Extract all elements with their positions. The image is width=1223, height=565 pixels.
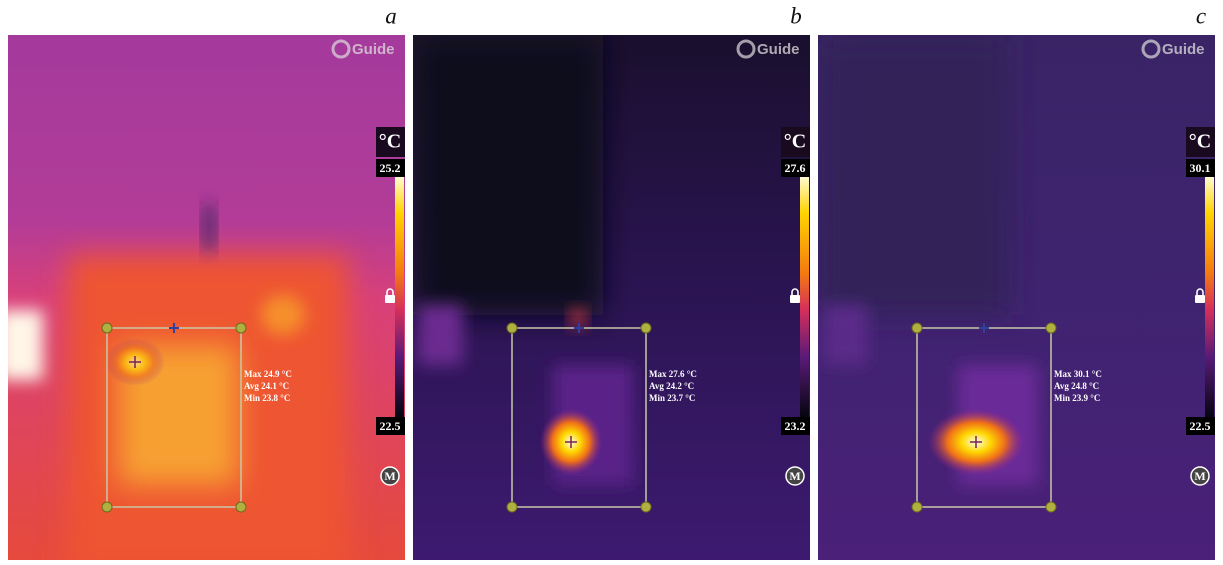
dim-region <box>413 35 603 315</box>
lock-body <box>1195 295 1205 303</box>
dark-streak <box>204 205 214 250</box>
scale-min: 23.2 <box>785 419 806 433</box>
scale-min: 22.5 <box>1190 419 1211 433</box>
unit: °C <box>1189 131 1211 153</box>
color-bar <box>1205 177 1214 417</box>
box-handle <box>507 323 517 333</box>
warm-spot <box>261 295 305 335</box>
box-handle <box>641 502 651 512</box>
thermal-image: Max 24.9 °C Avg 24.1 °C Min 23.8 °C Guide °C… <box>0 35 405 560</box>
box-handle <box>641 323 651 333</box>
stat-text: Avg 24.2 °C <box>649 381 694 391</box>
thermal-image: Max 27.6 °C Avg 24.2 °C Min 23.7 °C Guide °C… <box>413 35 810 560</box>
image-content <box>0 35 405 560</box>
panel-label: c <box>1196 3 1206 28</box>
box-handle <box>1046 323 1056 333</box>
scale-max: 25.2 <box>380 161 401 175</box>
brand: Guide <box>757 41 800 58</box>
stat-text: Min 23.8 °C <box>244 393 290 403</box>
scale-max: 30.1 <box>1190 161 1211 175</box>
lock-body <box>385 295 395 303</box>
thermal-image: Max 30.1 °C Avg 24.8 °C Min 23.9 °C Guide °C… <box>818 35 1215 560</box>
object <box>823 305 868 365</box>
image-content <box>413 35 810 560</box>
dim-region <box>818 35 1008 315</box>
hot-object <box>0 310 43 380</box>
unit: °C <box>379 131 401 153</box>
panel-label: b <box>790 3 802 28</box>
box-handle <box>102 502 112 512</box>
color-bar <box>800 177 809 417</box>
box-handle <box>236 323 246 333</box>
stat-text: Max 27.6 °C <box>649 369 697 379</box>
stat-text: Avg 24.1 °C <box>244 381 289 391</box>
object <box>418 305 463 365</box>
brand: Guide <box>352 41 395 58</box>
box-handle <box>507 502 517 512</box>
box-handle <box>236 502 246 512</box>
image-content <box>818 35 1215 560</box>
box-handle <box>912 502 922 512</box>
box-handle <box>1046 502 1056 512</box>
figure: a Max 24.9 °C Avg 24.1 °C Min 23.8 °C Guide °… <box>0 0 1223 560</box>
scale-min: 22.5 <box>380 419 401 433</box>
color-bar <box>395 177 404 417</box>
brand: Guide <box>1162 41 1205 58</box>
scale-max: 27.6 <box>785 161 806 175</box>
stat-text: Min 23.9 °C <box>1054 393 1100 403</box>
stat-text: Max 24.9 °C <box>244 369 292 379</box>
panel-label: a <box>385 3 397 28</box>
page: {"panels":[ {"label":"a","brand":"Guide"… <box>0 0 1223 560</box>
lock-body <box>790 295 800 303</box>
mode: M <box>384 469 395 483</box>
stat-text: Min 23.7 °C <box>649 393 695 403</box>
mode: M <box>789 469 800 483</box>
box-handle <box>912 323 922 333</box>
unit: °C <box>784 131 806 153</box>
box-handle <box>102 323 112 333</box>
stat-text: Max 30.1 °C <box>1054 369 1102 379</box>
mode: M <box>1194 469 1205 483</box>
stat-text: Avg 24.8 °C <box>1054 381 1099 391</box>
